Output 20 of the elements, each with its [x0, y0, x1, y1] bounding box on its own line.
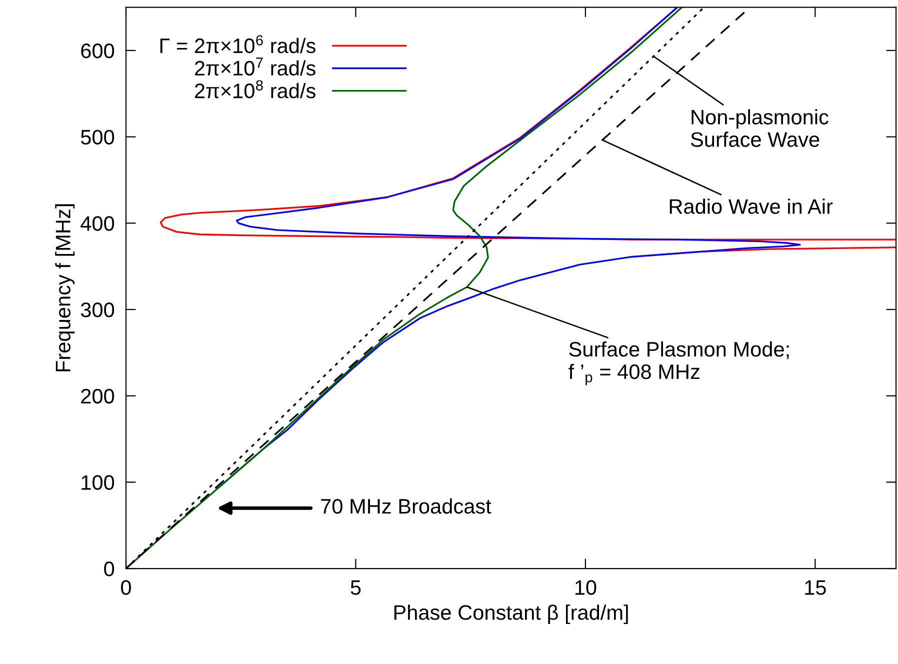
x-tick-label: 5	[350, 580, 361, 595]
x-tick-label: 15	[805, 580, 826, 595]
y-tick-label: 0	[104, 562, 114, 576]
annotation: Radio Wave in Air	[670, 198, 833, 214]
legend-label: 2π×10$^{8}$ rad/s	[194, 80, 316, 98]
y-axis-title: Frequency f [MHz]	[55, 204, 75, 372]
x-tick-label: 10	[575, 580, 596, 595]
y-tick-label: 500	[80, 130, 114, 145]
y-tick-label: 600	[81, 43, 114, 58]
legend-label: Γ = 2π×10$^{6}$ rad/s	[160, 35, 316, 54]
x-axis-title: Phase Constant β [rad/m]	[394, 604, 628, 624]
y-tick-label: 400	[80, 216, 114, 231]
y-tick-label: 200	[81, 388, 114, 404]
x-tick-label: 0	[121, 580, 131, 595]
y-tick-label: 100	[82, 475, 114, 490]
annotation: Non-plasmonic Surface Wave	[690, 109, 828, 147]
legend-label: 2π×10$^{7}$ rad/s	[194, 58, 316, 76]
y-tick-label: 300	[80, 302, 114, 318]
annotation: 70 MHz Broadcast	[321, 498, 492, 514]
annotation: Surface Plasmon Mode; f ’$_{p}$ = 408 MHz	[568, 341, 789, 386]
